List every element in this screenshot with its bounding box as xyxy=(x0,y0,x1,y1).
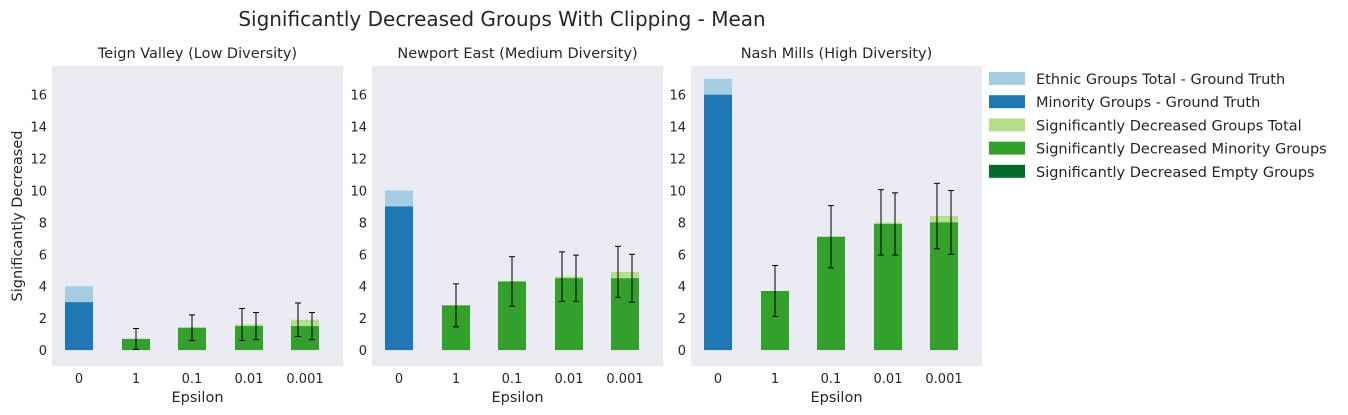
legend-label: Significantly Decreased Empty Groups xyxy=(1036,165,1315,181)
x-tick-label: 1 xyxy=(771,372,779,387)
legend-label: Ethnic Groups Total - Ground Truth xyxy=(1036,72,1285,88)
y-tick-label: 12 xyxy=(30,153,47,168)
x-tick-label: 1 xyxy=(452,372,460,387)
x-tick-label: 0 xyxy=(75,372,83,387)
y-tick-label: 2 xyxy=(39,312,47,327)
y-tick-label: 4 xyxy=(678,280,686,295)
plot-area xyxy=(52,66,343,366)
subplot-1: Teign Valley (Low Diversity)024681012141… xyxy=(10,46,343,406)
legend-label: Significantly Decreased Groups Total xyxy=(1036,118,1302,134)
y-tick-label: 4 xyxy=(39,280,47,295)
y-tick-label: 14 xyxy=(30,121,47,136)
subplot-title: Teign Valley (Low Diversity) xyxy=(97,46,297,62)
legend: Ethnic Groups Total - Ground Truth Minori… xyxy=(989,72,1327,181)
y-tick-label: 8 xyxy=(359,216,367,231)
bar-decreased-minority xyxy=(930,222,958,351)
x-tick-label: 0.001 xyxy=(286,372,323,387)
y-tick-label: 14 xyxy=(350,121,367,136)
legend-swatch xyxy=(989,141,1025,155)
y-axis-label: Significantly Decreased xyxy=(10,131,26,302)
x-tick-label: 0.1 xyxy=(502,372,523,387)
x-axis-label: Epsilon xyxy=(810,390,862,406)
legend-label: Significantly Decreased Minority Groups xyxy=(1036,142,1327,158)
bar-decreased-minority xyxy=(611,278,639,351)
x-tick-label: 0.01 xyxy=(555,372,584,387)
bar-minority-ground-truth xyxy=(385,206,413,351)
y-tick-label: 12 xyxy=(669,153,686,168)
subplot-title: Newport East (Medium Diversity) xyxy=(397,46,637,62)
bar-decreased-minority xyxy=(555,278,583,351)
y-tick-label: 6 xyxy=(39,248,47,263)
y-tick-label: 16 xyxy=(350,89,367,104)
y-tick-label: 8 xyxy=(678,216,686,231)
y-tick-label: 16 xyxy=(30,89,47,104)
bar-minority-ground-truth xyxy=(704,94,732,351)
chart-panels: Teign Valley (Low Diversity)024681012141… xyxy=(10,46,982,406)
x-tick-label: 0.001 xyxy=(925,372,962,387)
subplot-3: Nash Mills (High Diversity)0246810121416… xyxy=(669,46,982,406)
x-axis-label: Epsilon xyxy=(491,390,543,406)
legend-swatch xyxy=(989,118,1025,132)
y-tick-label: 12 xyxy=(350,153,367,168)
x-tick-label: 0 xyxy=(395,372,403,387)
bar-minority-ground-truth xyxy=(65,302,93,351)
y-tick-label: 6 xyxy=(678,248,686,263)
x-tick-label: 0.001 xyxy=(606,372,643,387)
y-tick-label: 10 xyxy=(669,184,686,199)
legend-swatch xyxy=(989,164,1025,178)
y-tick-label: 6 xyxy=(359,248,367,263)
x-tick-label: 0.1 xyxy=(182,372,203,387)
y-tick-label: 14 xyxy=(669,121,686,136)
figure-title: Significantly Decreased Groups With Clip… xyxy=(238,7,765,31)
legend-swatch xyxy=(989,95,1025,109)
y-tick-label: 4 xyxy=(359,280,367,295)
y-tick-label: 8 xyxy=(39,216,47,231)
y-tick-label: 0 xyxy=(678,344,686,359)
bar-decreased-minority xyxy=(874,223,902,351)
y-tick-label: 2 xyxy=(678,312,686,327)
x-tick-label: 0.1 xyxy=(821,372,842,387)
y-tick-label: 2 xyxy=(359,312,367,327)
legend-swatch xyxy=(989,72,1025,85)
x-tick-label: 1 xyxy=(132,372,140,387)
legend-label: Minority Groups - Ground Truth xyxy=(1036,95,1260,111)
y-tick-label: 16 xyxy=(669,89,686,104)
y-tick-label: 10 xyxy=(30,184,47,199)
x-tick-label: 0.01 xyxy=(235,372,264,387)
bar-decreased-minority xyxy=(235,326,263,351)
x-axis-label: Epsilon xyxy=(171,390,223,406)
x-tick-label: 0 xyxy=(714,372,722,387)
subplot-2: Newport East (Medium Diversity)024681012… xyxy=(350,46,663,406)
y-tick-label: 0 xyxy=(359,344,367,359)
y-tick-label: 0 xyxy=(39,344,47,359)
x-tick-label: 0.01 xyxy=(874,372,903,387)
bar-decreased-minority xyxy=(291,326,319,351)
y-tick-label: 10 xyxy=(350,184,367,199)
subplot-title: Nash Mills (High Diversity) xyxy=(741,46,933,62)
